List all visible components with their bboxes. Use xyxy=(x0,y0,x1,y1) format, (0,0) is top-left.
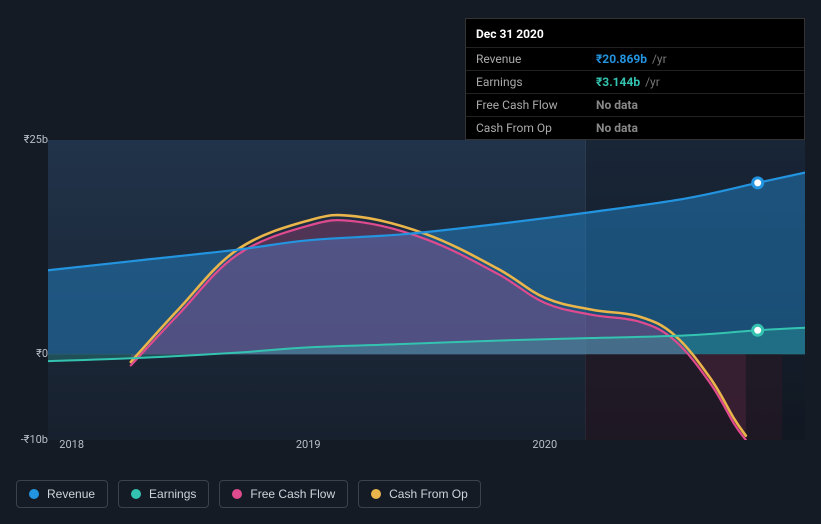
legend-label: Free Cash Flow xyxy=(250,487,335,501)
tooltip-row-revenue: Revenue ₹20.869b /yr xyxy=(466,47,804,70)
legend-item-revenue[interactable]: Revenue xyxy=(16,480,108,508)
y-tick: ₹0 xyxy=(36,347,48,360)
tooltip-unit: /yr xyxy=(645,75,660,89)
legend-label: Cash From Op xyxy=(389,487,468,501)
financials-chart-widget: Dec 31 2020 Revenue ₹20.869b /yr Earning… xyxy=(0,0,821,524)
legend-swatch-icon xyxy=(29,489,39,499)
tooltip-row-fcf: Free Cash Flow No data xyxy=(466,93,804,116)
x-tick: 2019 xyxy=(296,438,321,451)
legend-swatch-icon xyxy=(131,489,141,499)
tooltip-value: No data xyxy=(596,98,638,112)
tooltip-label: Revenue xyxy=(476,52,596,66)
legend-swatch-icon xyxy=(371,489,381,499)
chart-area[interactable]: ₹25b ₹0 -₹10b Past 2018 2019 2020 xyxy=(16,120,805,450)
tooltip-label: Cash From Op xyxy=(476,121,596,135)
x-axis: 2018 2019 2020 xyxy=(48,438,805,454)
legend-label: Earnings xyxy=(149,487,196,501)
tooltip-value: No data xyxy=(596,121,638,135)
legend-item-cfo[interactable]: Cash From Op xyxy=(358,480,481,508)
y-tick: ₹25b xyxy=(24,133,48,146)
tooltip-date: Dec 31 2020 xyxy=(466,19,804,47)
tooltip-label: Earnings xyxy=(476,75,596,89)
legend-item-fcf[interactable]: Free Cash Flow xyxy=(219,480,348,508)
tooltip-label: Free Cash Flow xyxy=(476,98,596,112)
tooltip-row-earnings: Earnings ₹3.144b /yr xyxy=(466,70,804,93)
legend-label: Revenue xyxy=(47,487,95,501)
tooltip-value: ₹20.869b xyxy=(596,52,647,66)
x-tick: 2020 xyxy=(532,438,557,451)
legend-swatch-icon xyxy=(232,489,242,499)
y-tick: -₹10b xyxy=(21,433,48,446)
chart-plot[interactable] xyxy=(48,140,805,440)
tooltip-row-cfo: Cash From Op No data xyxy=(466,116,804,139)
x-tick: 2018 xyxy=(59,438,84,451)
tooltip-value: ₹3.144b xyxy=(596,75,640,89)
legend-item-earnings[interactable]: Earnings xyxy=(118,480,209,508)
chart-tooltip: Dec 31 2020 Revenue ₹20.869b /yr Earning… xyxy=(465,18,805,140)
legend: Revenue Earnings Free Cash Flow Cash Fro… xyxy=(16,480,481,508)
tooltip-unit: /yr xyxy=(652,52,667,66)
